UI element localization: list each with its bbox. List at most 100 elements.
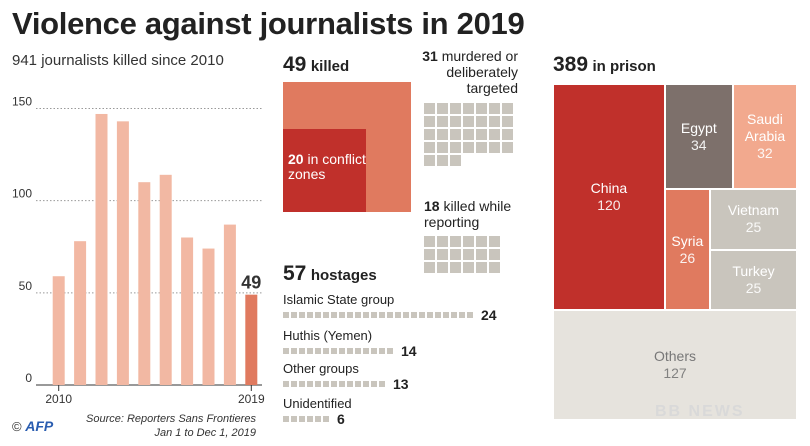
- unit-square: [437, 142, 448, 153]
- bar: [95, 113, 108, 385]
- unit-square: [489, 129, 500, 140]
- unit-square: [502, 129, 513, 140]
- bar-chart-title: 941 journalists killed since 2010: [12, 52, 224, 69]
- conflict-zones-label: in conflict zones: [288, 151, 366, 182]
- hostage-unit: [371, 348, 377, 354]
- bar: [223, 224, 236, 385]
- hostage-unit: [379, 312, 385, 318]
- copyright: © AFP: [12, 418, 53, 434]
- treemap-cell-value: 32: [757, 145, 773, 162]
- treemap-cell: Saudi Arabia 32: [732, 84, 797, 190]
- hostages-label: hostages: [310, 267, 377, 284]
- unit-square: [489, 142, 500, 153]
- hostage-unit: [427, 312, 433, 318]
- hostage-unit: [331, 312, 337, 318]
- unit-square: [463, 262, 474, 273]
- unit-square: [424, 249, 435, 260]
- unit-square: [424, 103, 435, 114]
- unit-square: [450, 262, 461, 273]
- treemap-cell-value: 120: [597, 197, 621, 214]
- hostage-unit: [291, 416, 297, 422]
- y-tick-label: 150: [12, 94, 32, 108]
- hostage-unit: [283, 416, 289, 422]
- hostage-group-label: Unidentified: [283, 396, 352, 411]
- hostage-unit: [355, 348, 361, 354]
- unit-square: [502, 142, 513, 153]
- hostage-unit: [307, 416, 313, 422]
- unit-square: [450, 249, 461, 260]
- hostage-unit: [379, 381, 385, 387]
- y-tick-label: 0: [25, 371, 32, 385]
- bar: [74, 241, 87, 385]
- source-line-2: Jan 1 to Dec 1, 2019: [154, 427, 256, 439]
- hostage-unit: [299, 312, 305, 318]
- unit-square: [476, 262, 487, 273]
- unit-square: [424, 236, 435, 247]
- treemap-cell-value: 26: [679, 249, 696, 266]
- unit-square: [502, 116, 513, 127]
- hostage-unit: [331, 381, 337, 387]
- hostages-heading: 57 hostages: [283, 262, 377, 286]
- unit-square: [502, 103, 513, 114]
- unit-square: [476, 142, 487, 153]
- hostage-unit: [307, 312, 313, 318]
- hostage-unit: [283, 381, 289, 387]
- treemap-cell: Others 127: [553, 310, 797, 420]
- hostage-unit: [387, 312, 393, 318]
- y-tick-label: 100: [12, 187, 32, 201]
- source-line-1: Source: Reporters Sans Frontieres: [86, 413, 256, 425]
- murdered-count: 31: [422, 48, 438, 64]
- hostage-group-value: 14: [401, 343, 417, 359]
- hostage-unit: [315, 312, 321, 318]
- murdered-label: murdered or deliberately targeted: [441, 48, 518, 96]
- unit-square: [476, 249, 487, 260]
- unit-square: [463, 129, 474, 140]
- unit-square: [437, 236, 448, 247]
- afp-logo: AFP: [25, 418, 54, 434]
- treemap-cell-value: 25: [745, 280, 762, 296]
- conflict-zones-text: 20 in conflict zones: [288, 152, 368, 182]
- hostage-group-label: Other groups: [283, 361, 359, 376]
- unit-square: [437, 249, 448, 260]
- unit-square: [450, 236, 461, 247]
- hostage-unit: [331, 348, 337, 354]
- hostage-unit: [291, 348, 297, 354]
- treemap-cell-value: 34: [691, 136, 707, 153]
- killed-label: killed: [310, 58, 350, 75]
- bar: [138, 182, 151, 385]
- hostage-unit: [355, 381, 361, 387]
- prison-label: in prison: [592, 58, 656, 75]
- treemap-cell: Turkey 25: [709, 249, 797, 311]
- conflict-zones-count: 20: [288, 151, 304, 167]
- hostage-unit: [403, 312, 409, 318]
- unit-square: [476, 116, 487, 127]
- treemap-cell-name: Syria: [671, 232, 704, 249]
- hostage-unit: [283, 312, 289, 318]
- unit-square: [437, 116, 448, 127]
- killed-count: 49: [283, 53, 307, 76]
- hostage-group-label: Huthis (Yemen): [283, 328, 373, 343]
- unit-square: [489, 103, 500, 114]
- page-title: Violence against journalists in 2019: [12, 6, 525, 41]
- hostage-unit: [339, 381, 345, 387]
- hostage-unit: [323, 312, 329, 318]
- hostage-unit: [307, 381, 313, 387]
- unit-square: [489, 236, 500, 247]
- treemap-cell-name: China: [590, 180, 628, 197]
- bar-data-label: 49: [241, 273, 261, 293]
- treemap-cell-name: Turkey: [732, 263, 775, 279]
- hostage-unit: [363, 312, 369, 318]
- treemap-cell-value: 127: [663, 365, 687, 382]
- treemap-cell-name: Saudi Arabia: [744, 111, 786, 145]
- unit-square: [450, 103, 461, 114]
- unit-square: [463, 236, 474, 247]
- treemap-cell: Egypt 34: [664, 84, 733, 190]
- hostage-unit: [363, 381, 369, 387]
- unit-square: [476, 103, 487, 114]
- hostage-unit: [459, 312, 465, 318]
- hostage-unit: [291, 312, 297, 318]
- bar: [202, 248, 215, 385]
- unit-square: [424, 155, 435, 166]
- hostage-unit: [347, 381, 353, 387]
- hostage-unit: [291, 381, 297, 387]
